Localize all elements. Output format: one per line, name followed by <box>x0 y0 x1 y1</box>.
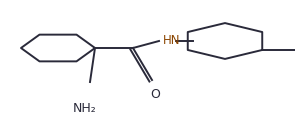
Text: HN: HN <box>163 34 181 47</box>
Text: NH₂: NH₂ <box>73 101 97 115</box>
Text: O: O <box>150 89 160 101</box>
